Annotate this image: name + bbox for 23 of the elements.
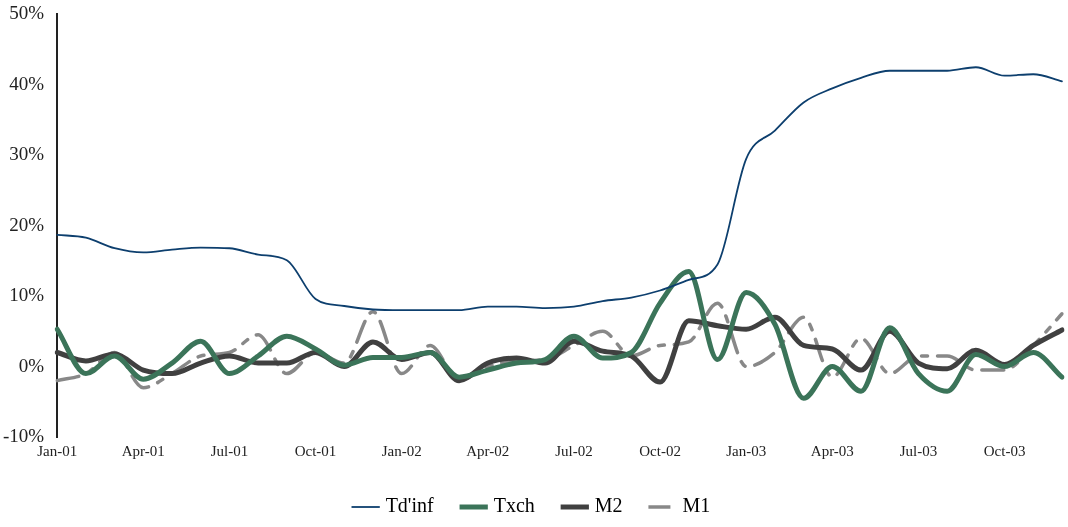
x-tick-label: Apr-02 bbox=[466, 442, 510, 459]
line-series bbox=[55, 301, 1064, 390]
legend-label: Txch bbox=[493, 494, 535, 517]
y-tick-label: 50% bbox=[9, 2, 45, 24]
y-tick-label: 20% bbox=[9, 213, 45, 235]
x-tick-label: Oct-03 bbox=[983, 442, 1026, 459]
x-tick-label: Jan-02 bbox=[381, 442, 422, 459]
x-tick-label: Jan-03 bbox=[726, 442, 767, 459]
line-series bbox=[56, 66, 1063, 312]
legend-label: Td'inf bbox=[385, 494, 435, 517]
x-tick-label: Oct-02 bbox=[639, 442, 681, 459]
y-tick-label: 40% bbox=[9, 72, 45, 94]
legend-label: M1 bbox=[682, 494, 711, 517]
x-tick-label: Jul-03 bbox=[899, 442, 938, 459]
x-tick-label: Jul-02 bbox=[555, 442, 593, 459]
x-tick-label: Apr-03 bbox=[810, 442, 854, 459]
y-tick-label: 10% bbox=[9, 284, 45, 306]
y-tick-label: 30% bbox=[9, 143, 45, 165]
x-tick-label: Apr-01 bbox=[121, 442, 165, 459]
x-tick-label: Jul-01 bbox=[210, 442, 249, 459]
x-tick-label: Oct-01 bbox=[294, 442, 337, 459]
legend-label: M2 bbox=[594, 494, 623, 517]
y-tick-label: 0% bbox=[18, 354, 45, 376]
